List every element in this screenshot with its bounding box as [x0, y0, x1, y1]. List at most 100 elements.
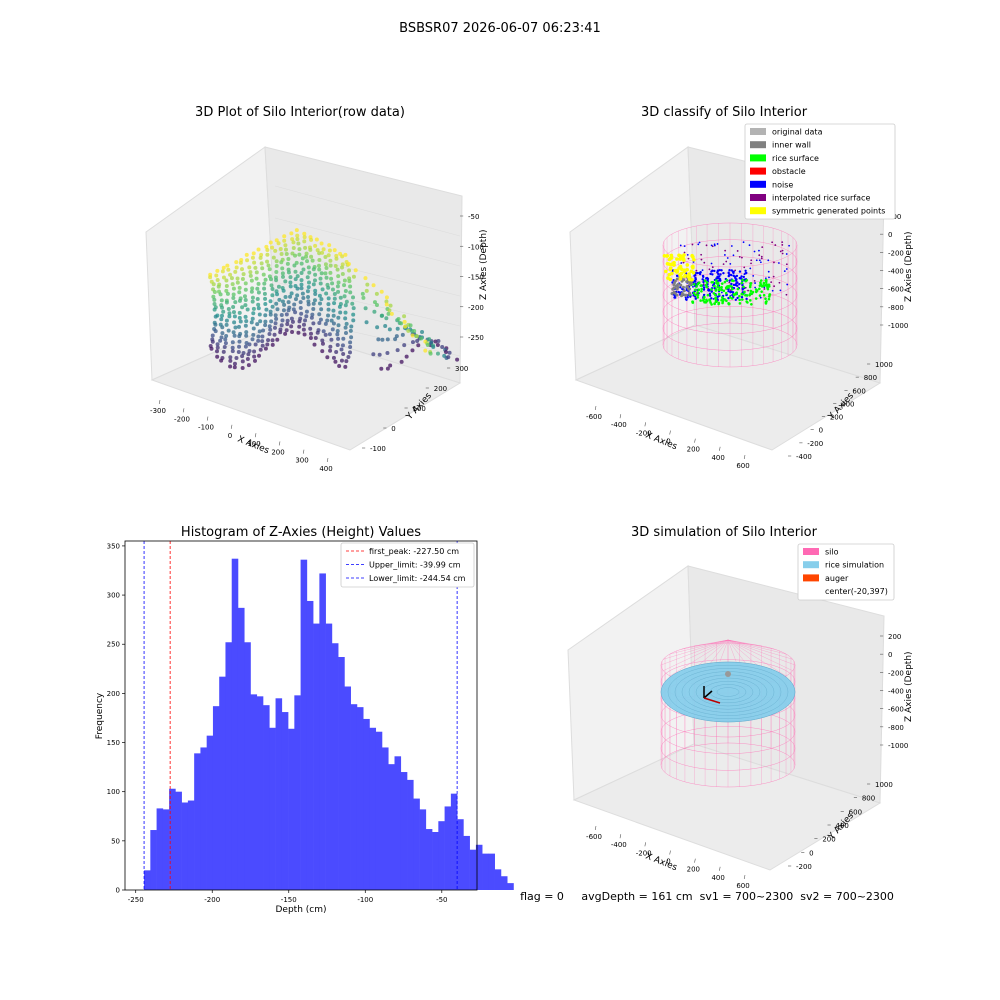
raw-point — [305, 275, 310, 280]
classify-noise-point — [732, 270, 735, 273]
raw-point — [231, 286, 236, 291]
classify-noise-point — [730, 282, 733, 286]
raw-point — [289, 316, 294, 321]
classify-rice-point — [721, 296, 724, 299]
classify-noise-point — [719, 273, 722, 276]
raw-point — [231, 310, 236, 315]
raw-point — [288, 275, 293, 280]
raw-point — [250, 255, 255, 260]
raw-point — [341, 351, 346, 356]
histogram-bar — [394, 756, 402, 890]
histogram-bar — [250, 694, 258, 890]
simulation-rice-surface — [660, 661, 796, 723]
classify-noise-point — [771, 289, 774, 292]
raw-point — [280, 274, 285, 279]
raw-point — [237, 339, 242, 344]
raw-point — [295, 237, 300, 242]
raw-point — [329, 318, 334, 323]
raw-point — [277, 297, 282, 302]
classify-z-tick-label: 0 — [888, 231, 892, 239]
raw-point — [283, 247, 288, 252]
raw-point — [347, 268, 352, 273]
histogram-bar — [169, 788, 176, 890]
histogram-frame — [124, 540, 478, 891]
raw-point — [326, 296, 331, 301]
classify-rice-point — [727, 286, 730, 289]
raw-point — [323, 332, 328, 337]
classify-rice-point — [738, 298, 741, 302]
raw-point — [315, 330, 320, 335]
raw-point — [328, 348, 333, 353]
histogram-bar — [432, 831, 439, 890]
raw-point — [274, 278, 279, 283]
raw-point — [299, 286, 304, 291]
histogram-bar — [369, 727, 377, 890]
simulation-z-tick-label: -200 — [888, 669, 904, 677]
raw-z-ticks: -250 -200 -150 -100 -50 — [460, 213, 484, 342]
raw-point — [240, 277, 245, 282]
raw-point — [374, 303, 379, 308]
classify-noise-point — [730, 273, 733, 277]
raw-point — [212, 307, 217, 312]
raw-grid-line — [274, 185, 461, 237]
raw-point — [265, 259, 270, 264]
simulation-x-tick-label: 0 — [666, 858, 670, 866]
classify-noise-point — [781, 241, 784, 243]
histogram-bar — [194, 753, 201, 890]
raw-point — [257, 329, 262, 334]
classify-rice-point — [766, 286, 769, 290]
classify-noise-point — [740, 275, 743, 278]
raw-point — [286, 300, 291, 305]
simulation-x-label: X Axies — [644, 852, 679, 874]
classify-noise-point — [727, 289, 730, 293]
raw-point — [375, 325, 380, 330]
raw-point — [298, 300, 303, 305]
raw-point — [346, 261, 351, 266]
simulation-rice-contour — [667, 665, 789, 719]
raw-point — [320, 338, 325, 343]
classify-noise-point — [748, 244, 751, 247]
classify-noise-point — [742, 275, 745, 279]
raw-point — [325, 355, 330, 360]
raw-point — [280, 271, 285, 276]
raw-y-tick-label: 200 — [434, 385, 447, 393]
classify-rice-point — [760, 290, 763, 293]
classify-noise-point — [736, 296, 739, 300]
histogram-bar — [363, 718, 370, 890]
raw-point — [435, 342, 440, 347]
raw-point — [237, 324, 242, 329]
raw-point — [402, 314, 407, 319]
raw-point — [349, 335, 354, 340]
raw-point — [255, 286, 260, 291]
classify-noise-point — [710, 297, 713, 300]
simulation-x-tick-mark — [619, 834, 622, 839]
raw-point — [343, 330, 348, 335]
raw-point — [238, 319, 243, 324]
raw-point — [252, 358, 257, 363]
raw-point — [320, 250, 325, 255]
panel-raw-data: 3D Plot of Silo Interior(row data) -300-… — [145, 105, 489, 473]
raw-point — [265, 252, 270, 257]
raw-point — [423, 348, 428, 353]
histogram-legend-label: first_peak: -227.50 cm — [369, 547, 459, 556]
raw-point — [323, 321, 328, 326]
histogram-legend-label: Upper_limit: -39.99 cm — [369, 561, 461, 570]
raw-x-tick-mark — [254, 433, 257, 438]
classify-wall-point — [672, 286, 676, 290]
simulation-silo-roof — [727, 639, 787, 677]
raw-point — [257, 312, 262, 317]
raw-point — [215, 345, 220, 350]
raw-point — [400, 332, 405, 337]
classify-noise-point — [768, 276, 770, 279]
raw-point — [293, 269, 298, 274]
classify-noise-point — [771, 241, 774, 244]
raw-point — [395, 348, 400, 353]
classify-noise-point — [736, 250, 739, 252]
classify-noise-point — [705, 244, 708, 247]
histogram-y-tick-label: 200 — [107, 690, 120, 698]
classify-noise-point — [740, 295, 744, 299]
raw-point — [271, 255, 276, 260]
histogram-vlines — [143, 541, 458, 890]
raw-point — [312, 298, 317, 303]
raw-point — [213, 322, 218, 327]
